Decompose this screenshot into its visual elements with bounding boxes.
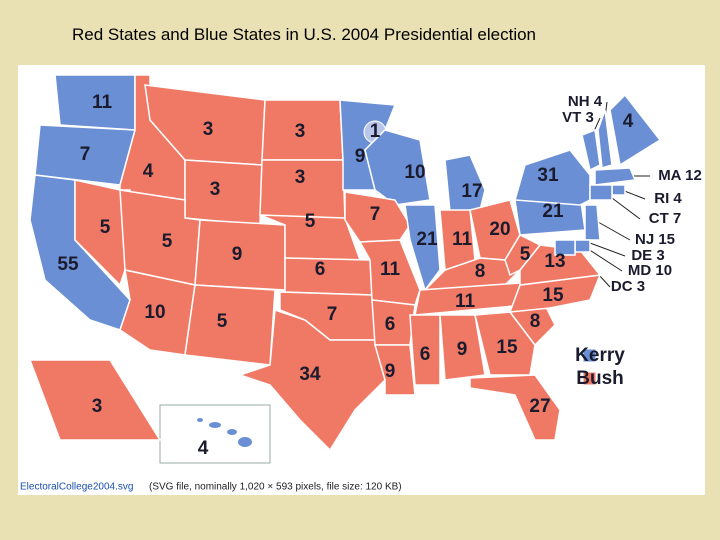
state-label: NH 4 bbox=[568, 93, 603, 110]
state bbox=[570, 250, 574, 254]
state bbox=[238, 437, 252, 447]
state bbox=[584, 204, 601, 241]
state-label: 3 bbox=[295, 167, 306, 188]
state-label: 17 bbox=[461, 181, 482, 202]
state-label: 5 bbox=[162, 231, 173, 252]
state-label: 6 bbox=[420, 344, 431, 365]
state-label: VT 3 bbox=[562, 109, 594, 126]
state-label: 3 bbox=[210, 179, 221, 200]
state-label: 34 bbox=[299, 364, 321, 385]
legend-label: Kerry bbox=[575, 345, 625, 366]
state-label: 3 bbox=[92, 396, 103, 417]
state-label: 20 bbox=[489, 219, 510, 240]
state-label: 5 bbox=[217, 311, 228, 332]
state-label: 11 bbox=[452, 229, 473, 250]
state-label: 4 bbox=[143, 161, 154, 182]
state bbox=[237, 308, 386, 452]
state-label: 27 bbox=[529, 396, 550, 417]
state-label: 10 bbox=[404, 162, 425, 183]
state bbox=[197, 418, 203, 422]
state bbox=[444, 154, 486, 213]
state-label: 7 bbox=[327, 304, 338, 325]
state-label: 10 bbox=[144, 302, 165, 323]
state-label: 5 bbox=[100, 217, 111, 238]
state bbox=[184, 159, 263, 226]
state bbox=[184, 284, 276, 366]
legend-swatch bbox=[582, 371, 597, 386]
state-label: 8 bbox=[530, 311, 541, 332]
state-label: 3 bbox=[295, 121, 306, 142]
state bbox=[574, 239, 591, 253]
states bbox=[28, 74, 662, 452]
state-label: 7 bbox=[370, 204, 381, 225]
state-label: 6 bbox=[385, 314, 396, 335]
state bbox=[611, 184, 626, 196]
state-label: NJ 15 bbox=[635, 231, 675, 248]
state-label: 9 bbox=[232, 244, 243, 265]
state-label: 3 bbox=[203, 119, 214, 140]
state-label: 4 bbox=[198, 438, 209, 459]
state-label: 7 bbox=[80, 144, 91, 165]
state-label: 5 bbox=[520, 244, 531, 265]
state bbox=[469, 374, 561, 441]
state-label: RI 4 bbox=[654, 190, 682, 207]
hawaii-inset bbox=[159, 404, 271, 464]
state-label: 4 bbox=[623, 111, 634, 132]
state-label: 21 bbox=[416, 229, 438, 250]
state bbox=[594, 167, 637, 186]
state bbox=[227, 429, 237, 435]
state-label: 9 bbox=[385, 361, 396, 382]
state-label: 55 bbox=[57, 254, 79, 275]
state-label: MD 10 bbox=[628, 262, 672, 279]
state-label: 9 bbox=[355, 146, 366, 167]
state-label: DE 3 bbox=[631, 247, 664, 264]
title: Red States and Blue States in U.S. 2004 … bbox=[72, 25, 537, 44]
state-label: 11 bbox=[380, 259, 401, 280]
state-label: 31 bbox=[537, 165, 559, 186]
state-label: 11 bbox=[455, 291, 476, 312]
state-label: 11 bbox=[92, 92, 113, 113]
state bbox=[209, 422, 221, 428]
state-label: 5 bbox=[305, 211, 316, 232]
state-label: 15 bbox=[542, 285, 564, 306]
state-label: 1 bbox=[370, 121, 381, 142]
state bbox=[374, 344, 416, 396]
state bbox=[554, 239, 576, 256]
state-label: 21 bbox=[542, 201, 564, 222]
state bbox=[581, 128, 601, 172]
state-label: 13 bbox=[544, 251, 565, 272]
caption-info: (SVG file, nominally 1,020 × 593 pixels,… bbox=[149, 482, 402, 493]
state-label: DC 3 bbox=[611, 278, 645, 295]
state bbox=[439, 314, 486, 381]
state bbox=[284, 257, 373, 296]
state-label: 6 bbox=[315, 259, 326, 280]
state-label: 8 bbox=[475, 261, 486, 282]
legend-label: Bush bbox=[576, 368, 624, 389]
state bbox=[597, 109, 613, 169]
caption-file[interactable]: ElectoralCollege2004.svg bbox=[20, 482, 133, 493]
state bbox=[589, 184, 613, 201]
state-label: CT 7 bbox=[649, 210, 682, 227]
state bbox=[474, 311, 536, 376]
legend-swatch bbox=[582, 348, 597, 363]
state bbox=[504, 234, 542, 277]
state bbox=[609, 93, 662, 167]
state bbox=[409, 314, 441, 386]
state bbox=[404, 204, 441, 292]
state-label: 15 bbox=[496, 337, 518, 358]
state-label: 9 bbox=[457, 339, 468, 360]
state-label: MA 12 bbox=[658, 167, 702, 184]
state bbox=[28, 359, 162, 441]
